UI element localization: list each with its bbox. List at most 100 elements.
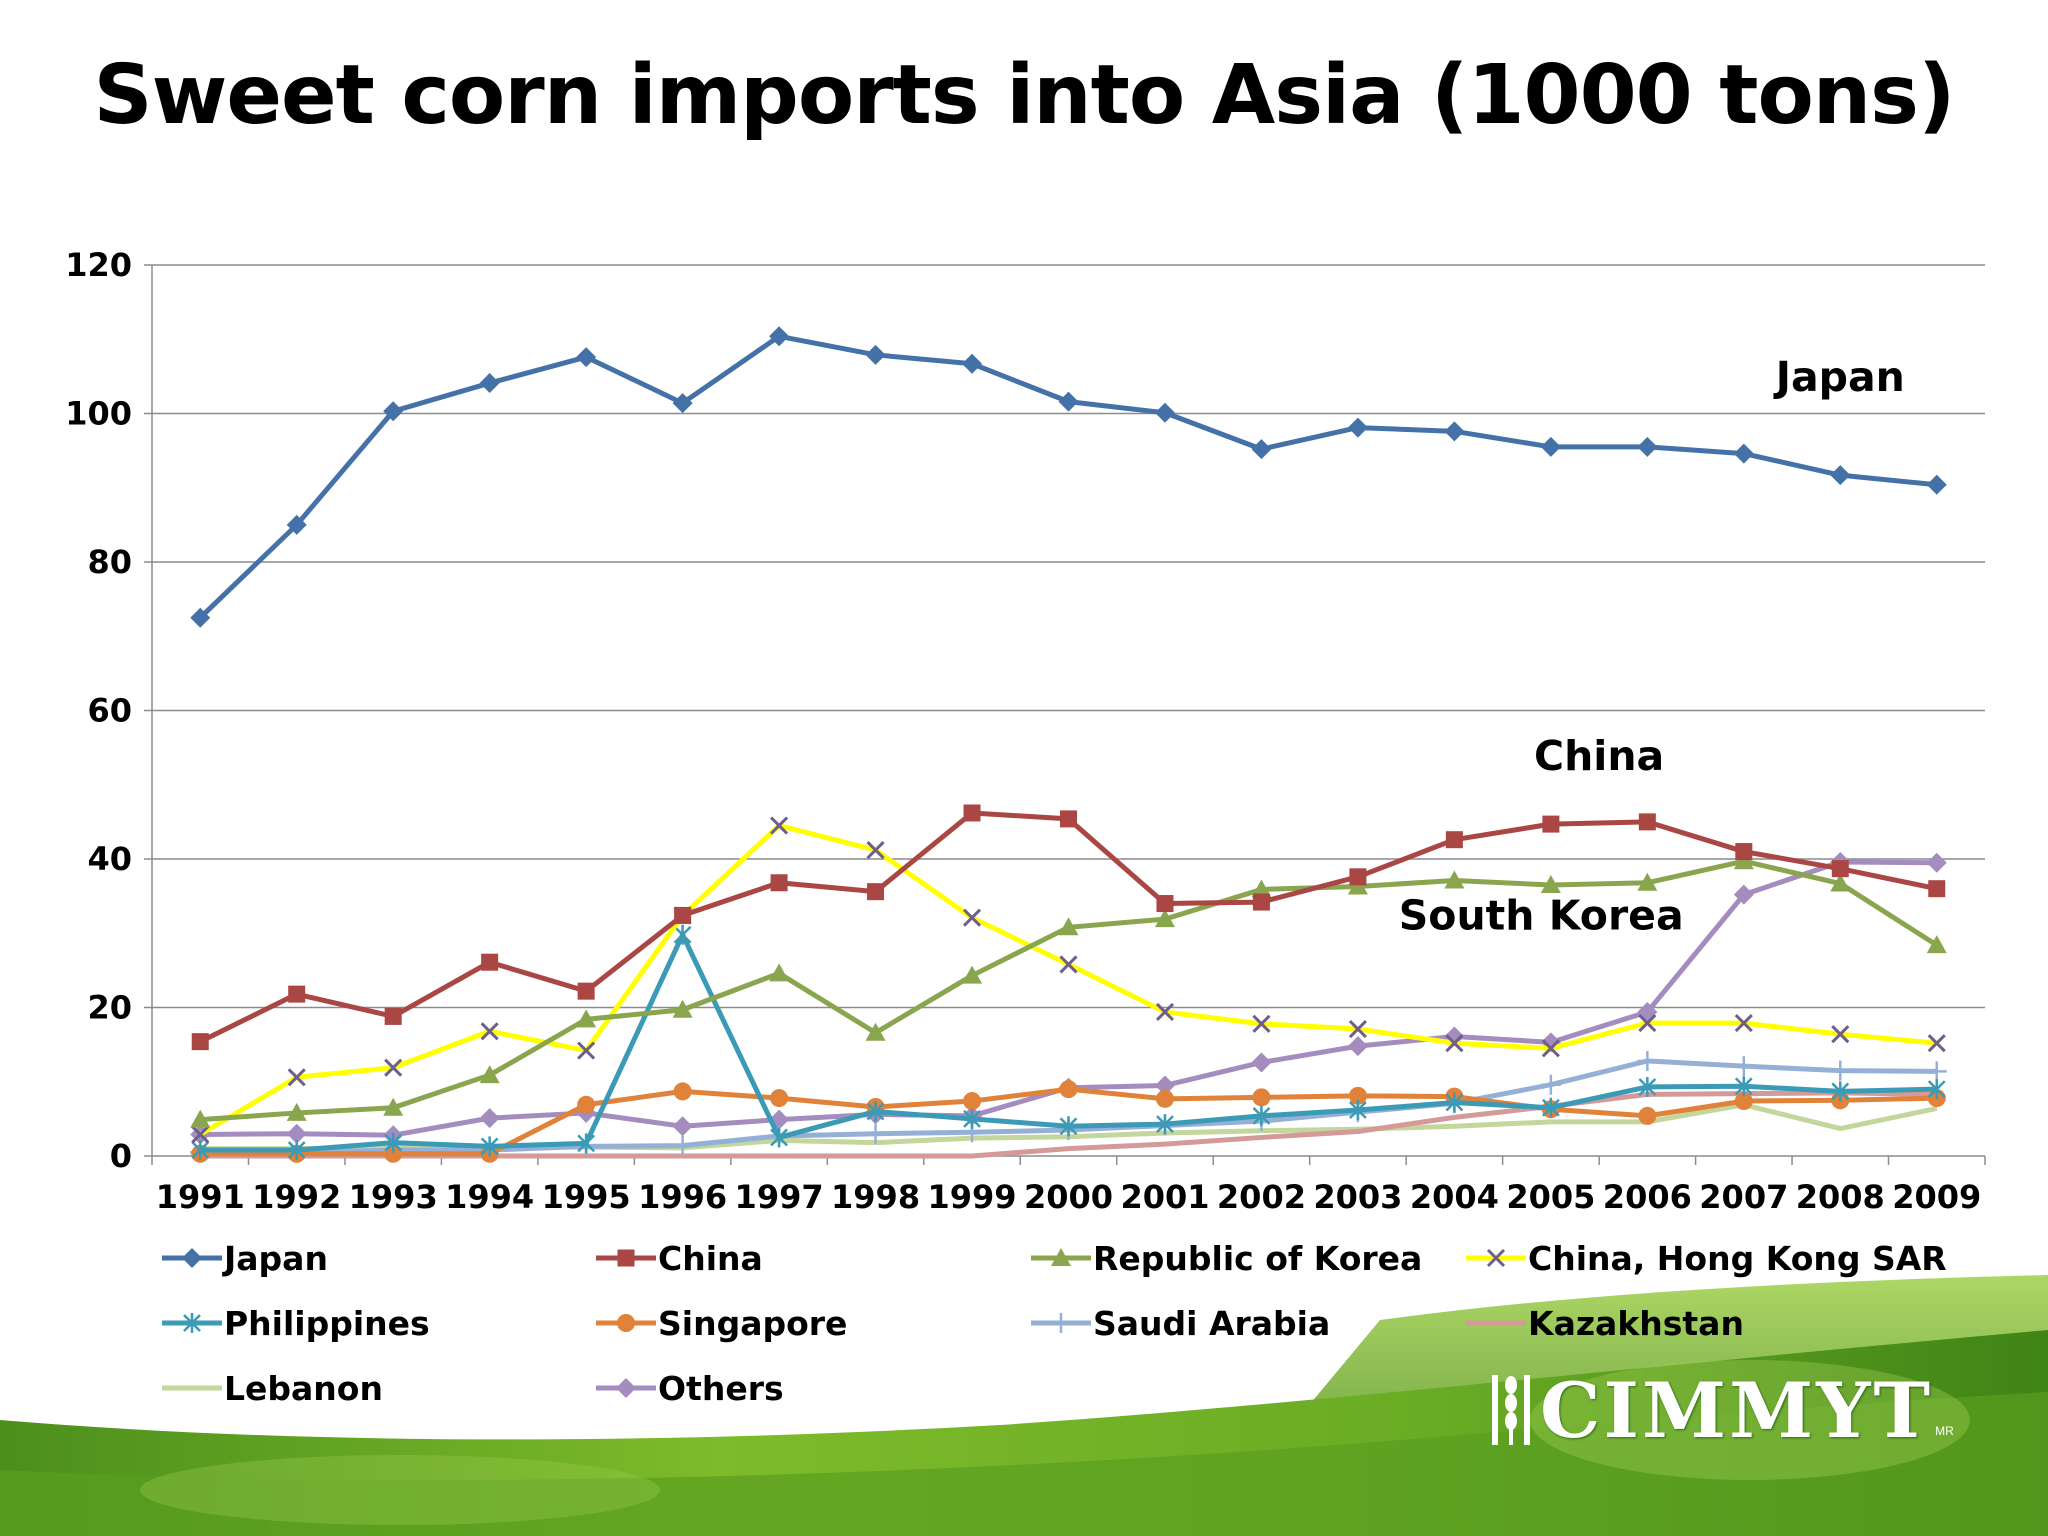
data-point-china xyxy=(1542,815,1560,833)
data-point-japan xyxy=(190,607,211,628)
data-point-china xyxy=(1349,868,1367,886)
data-point-china xyxy=(867,883,885,901)
data-point-japan xyxy=(769,326,790,347)
legend-item-lebanon: Lebanon xyxy=(162,1369,383,1408)
data-point-philippines xyxy=(673,924,692,945)
data-point-philippines xyxy=(191,1140,210,1161)
data-point-singapore xyxy=(1638,1106,1657,1125)
data-point-singapore xyxy=(770,1089,789,1108)
data-point-japan xyxy=(1444,421,1465,442)
data-point-china xyxy=(1060,810,1077,828)
data-point-japan xyxy=(672,393,693,414)
legend-marker xyxy=(617,1314,635,1332)
legend-item-others: Others xyxy=(596,1369,784,1408)
data-point-republic-of-korea xyxy=(962,965,983,984)
y-tick-label: 20 xyxy=(87,989,132,1027)
data-point-china xyxy=(1156,895,1174,913)
legend-label: Kazakhstan xyxy=(1528,1304,1744,1343)
data-point-philippines xyxy=(1927,1079,1946,1100)
data-point-saudi-arabia xyxy=(865,1123,886,1144)
data-point-japan xyxy=(962,353,983,374)
data-point-republic-of-korea xyxy=(383,1097,404,1116)
legend: Japan China Republic of Korea China, Hong K… xyxy=(162,1239,1947,1408)
data-point-china-hong-kong-sar xyxy=(962,908,982,927)
legend-marker xyxy=(616,1378,636,1398)
data-point-china xyxy=(1252,893,1270,911)
x-tick-label: 2001 xyxy=(1120,1178,1209,1216)
data-point-china xyxy=(481,953,499,971)
x-tick-label: 1997 xyxy=(735,1178,824,1216)
x-tick-label: 1998 xyxy=(831,1178,920,1216)
x-tick-label: 2006 xyxy=(1603,1178,1692,1216)
data-point-singapore xyxy=(963,1092,982,1111)
x-tick-label: 2009 xyxy=(1892,1178,1981,1216)
legend-item-kazakhstan: Kazakhstan xyxy=(1466,1304,1744,1343)
data-point-republic-of-korea xyxy=(1830,873,1851,892)
data-point-singapore xyxy=(1155,1089,1174,1108)
data-point-republic-of-korea xyxy=(1540,874,1561,893)
data-point-china xyxy=(963,804,981,822)
data-point-japan xyxy=(1347,417,1368,438)
data-point-republic-of-korea xyxy=(1637,872,1658,891)
legend-item-china: China xyxy=(596,1239,763,1278)
data-point-china xyxy=(1445,831,1463,849)
data-point-china-hong-kong-sar xyxy=(1252,1014,1271,1033)
legend-label: Saudi Arabia xyxy=(1093,1304,1330,1343)
data-point-philippines xyxy=(963,1108,981,1129)
x-tick-label: 2005 xyxy=(1506,1178,1595,1216)
data-point-japan xyxy=(1154,402,1175,423)
data-point-republic-of-korea xyxy=(1733,851,1754,870)
data-point-china-hong-kong-sar xyxy=(1348,1019,1367,1039)
data-point-republic-of-korea xyxy=(1251,879,1272,898)
legend-label: China xyxy=(658,1239,763,1278)
data-point-philippines xyxy=(480,1136,499,1157)
data-point-china-hong-kong-sar xyxy=(384,1058,403,1077)
data-point-china xyxy=(1735,843,1753,861)
series-lines xyxy=(190,326,1947,1163)
legend-label: Others xyxy=(658,1369,784,1408)
slide-title: Sweet corn imports into Asia (1000 tons) xyxy=(93,48,1956,143)
y-tick-label: 100 xyxy=(65,395,132,433)
data-point-japan xyxy=(865,344,886,365)
series-line-japan xyxy=(198,333,1938,620)
data-point-japan xyxy=(576,347,597,368)
series-republic-of-korea xyxy=(190,851,1947,1128)
legend-label: Japan xyxy=(222,1239,328,1278)
x-tick-label: 1996 xyxy=(638,1178,727,1216)
data-point-philippines xyxy=(577,1133,596,1154)
data-point-china-hong-kong-sar xyxy=(1059,955,1078,974)
data-point-republic-of-korea xyxy=(286,1102,307,1121)
data-point-japan xyxy=(1540,436,1561,457)
data-point-singapore xyxy=(1348,1086,1367,1105)
data-point-philippines xyxy=(1541,1097,1560,1118)
data-point-singapore xyxy=(1734,1092,1753,1111)
data-point-philippines xyxy=(1831,1081,1850,1102)
x-tick-label: 2004 xyxy=(1410,1178,1499,1216)
wheat-ear-icon xyxy=(1492,1375,1530,1445)
data-point-japan xyxy=(1251,439,1272,460)
x-tick-label: 2007 xyxy=(1699,1178,1788,1216)
data-point-china xyxy=(674,906,692,924)
legend-label: China, Hong Kong SAR xyxy=(1528,1239,1947,1278)
legend-item-japan: Japan xyxy=(162,1239,328,1278)
logo-text: CIMMYT xyxy=(1540,1365,1934,1455)
y-tick-label: 0 xyxy=(110,1137,132,1175)
cimmyt-logo: CIMMYT MR xyxy=(1490,1366,1954,1455)
data-point-china-hong-kong-sar xyxy=(1734,1014,1753,1033)
data-point-philippines xyxy=(1638,1076,1657,1097)
data-point-japan xyxy=(1926,474,1947,495)
x-tick-label: 2000 xyxy=(1024,1178,1113,1216)
legend-label: Singapore xyxy=(658,1304,847,1343)
data-point-philippines xyxy=(1734,1076,1753,1097)
legend-item-republic-of-korea: Republic of Korea xyxy=(1031,1239,1422,1278)
data-point-republic-of-korea xyxy=(1926,935,1947,954)
data-point-china-hong-kong-sar xyxy=(770,816,789,835)
x-tick-label: 1993 xyxy=(349,1178,438,1216)
data-point-japan xyxy=(286,514,307,535)
legend-marker xyxy=(1051,1248,1071,1266)
data-point-japan xyxy=(1830,465,1851,486)
legend-marker xyxy=(1486,1248,1506,1268)
